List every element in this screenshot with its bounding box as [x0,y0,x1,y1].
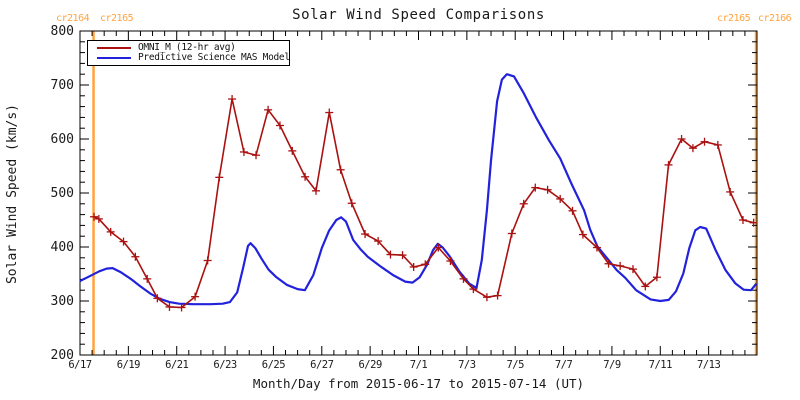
series-omni [93,98,754,309]
x-tick-label: 7/7 [555,359,573,371]
x-tick-label: 7/9 [603,359,621,371]
x-tick-label: 6/27 [310,359,333,371]
x-tick-label: 6/19 [117,359,140,371]
x-tick-label: 7/5 [506,359,524,371]
x-tick-label: 6/21 [165,359,188,371]
y-tick-label: 600 [51,132,74,147]
x-tick-label: 6/29 [358,359,381,371]
omni-line-sample [97,47,131,49]
legend-box: OMNI_M (12-hr avg) Predictive Science MA… [87,40,290,66]
x-axis-title: Month/Day from 2015-06-17 to 2015-07-14 … [252,376,585,391]
carrington-label-cr2165-right: cr2165 [717,13,751,24]
y-tick-label: 700 [51,78,74,93]
x-tick-label: 6/23 [213,359,236,371]
legend-entry-mas: Predictive Science MAS Model [88,52,290,63]
x-tick-label: 7/1 [410,359,428,371]
x-tick-label: 6/17 [68,359,91,371]
x-tick-label: 7/3 [458,359,476,371]
y-axis-title: Solar Wind Speed (km/s) [5,104,20,285]
x-tick-label: 6/25 [262,359,285,371]
x-tick-label: 7/13 [697,359,720,371]
y-tick-label: 500 [51,186,74,201]
y-tick-label: 800 [51,24,74,39]
carrington-label-cr2165-left: cr2165 [100,13,134,24]
mas-line-sample [97,57,131,59]
x-tick-label: 7/11 [649,359,672,371]
chart-title: Solar Wind Speed Comparisons [292,7,545,23]
mas-legend-label: Predictive Science MAS Model [138,52,290,63]
legend-entry-omni: OMNI_M (12-hr avg) [88,43,289,53]
series-mas [79,73,758,306]
omni-legend-label: OMNI_M (12-hr avg) [138,42,236,53]
y-tick-label: 400 [51,240,74,255]
carrington-label-cr2166: cr2166 [758,13,792,24]
y-tick-label: 300 [51,294,74,309]
y-tick-label: 200 [51,348,74,363]
carrington-label-cr2164: cr2164 [56,13,90,24]
